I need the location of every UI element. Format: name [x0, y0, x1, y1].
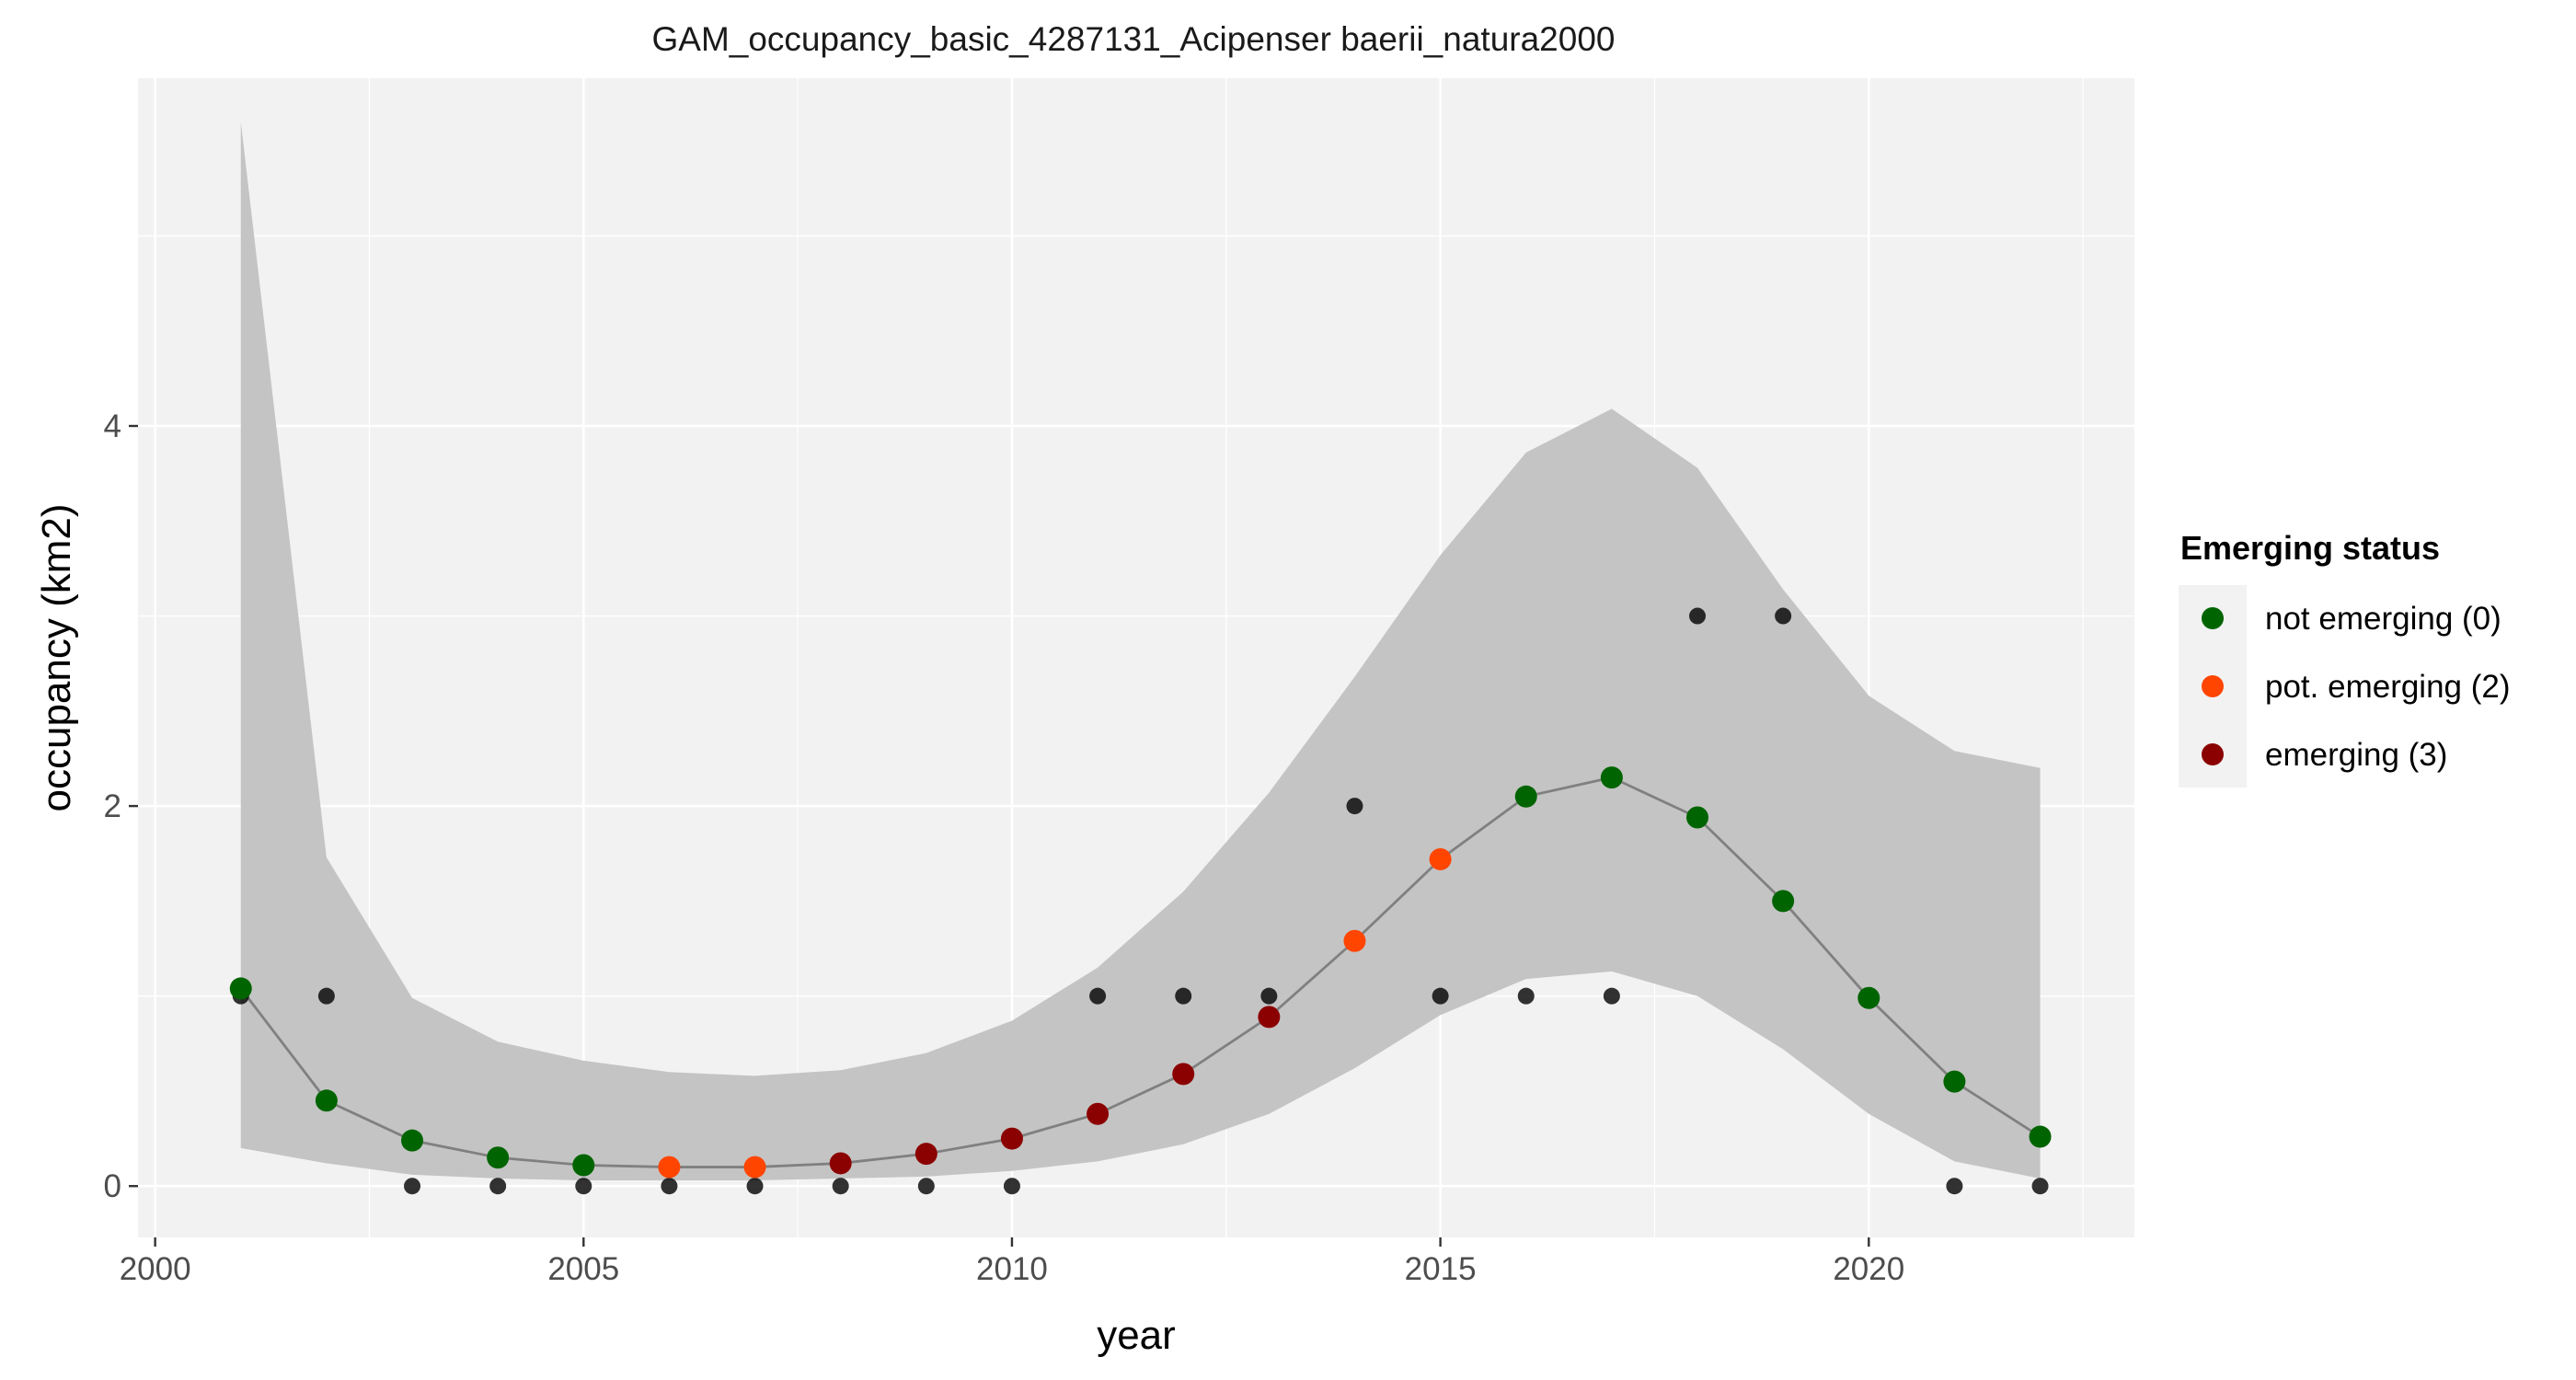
- observed-point: [575, 1178, 592, 1195]
- x-tick-label: 2015: [1405, 1251, 1477, 1287]
- status-point: [1857, 986, 1880, 1009]
- legend-label: emerging (3): [2265, 737, 2447, 773]
- observed-point: [1175, 987, 1192, 1005]
- status-point: [572, 1154, 595, 1177]
- status-point: [1600, 766, 1623, 789]
- legend-title: Emerging status: [2180, 529, 2440, 567]
- x-tick-label: 2000: [120, 1251, 191, 1287]
- observed-point: [1260, 987, 1278, 1005]
- x-axis: 2000 2005 2010 2015 2020: [120, 1237, 1904, 1287]
- status-point: [401, 1129, 424, 1152]
- legend-label: not emerging (0): [2265, 601, 2501, 637]
- observed-point: [489, 1178, 507, 1195]
- status-point: [1686, 806, 1709, 829]
- status-point: [1087, 1102, 1110, 1125]
- y-axis: 0 2 4: [104, 408, 138, 1204]
- confidence-band: [240, 121, 2041, 1181]
- status-point: [1343, 929, 1366, 952]
- observed-point: [1517, 987, 1535, 1005]
- observed-points: [232, 607, 2049, 1195]
- status-point: [229, 977, 252, 1000]
- observed-point: [1603, 987, 1620, 1005]
- status-point: [1258, 1006, 1281, 1029]
- status-point: [658, 1156, 681, 1179]
- observed-point: [1946, 1178, 1963, 1195]
- status-point: [743, 1156, 766, 1179]
- observed-point: [317, 987, 335, 1005]
- observed-point: [746, 1178, 764, 1195]
- legend-key: [2202, 743, 2224, 765]
- observed-point: [832, 1178, 849, 1195]
- x-tick-label: 2010: [976, 1251, 1048, 1287]
- x-tick-label: 2020: [1833, 1251, 1904, 1287]
- status-point: [1429, 847, 1452, 870]
- x-axis-title: year: [1097, 1313, 1176, 1358]
- y-tick-label: 0: [104, 1168, 121, 1204]
- confidence-band-area: [240, 121, 2041, 1181]
- fitted-line-path: [239, 776, 2041, 1168]
- observed-point: [1775, 607, 1792, 625]
- observed-point: [661, 1178, 678, 1195]
- observed-point: [2031, 1178, 2049, 1195]
- status-point: [487, 1146, 510, 1169]
- observed-point: [917, 1178, 935, 1195]
- status-point: [914, 1143, 937, 1166]
- observed-point: [1003, 1178, 1020, 1195]
- status-point: [1000, 1127, 1023, 1150]
- observed-point: [1089, 987, 1107, 1005]
- status-points: [229, 766, 2052, 1179]
- legend-label: pot. emerging (2): [2265, 669, 2511, 705]
- status-point: [1514, 785, 1537, 808]
- observed-point: [404, 1178, 421, 1195]
- observed-point: [1432, 987, 1449, 1005]
- chart-title: GAM_occupancy_basic_4287131_Acipenser ba…: [651, 20, 1615, 58]
- fitted-line: [239, 776, 2041, 1168]
- x-tick-label: 2005: [547, 1251, 619, 1287]
- status-point: [829, 1152, 852, 1175]
- y-axis-title: occupancy (km2): [34, 503, 79, 811]
- legend: Emerging status not emerging (0) pot. eme…: [2179, 529, 2511, 788]
- status-point: [1943, 1070, 1966, 1093]
- status-point: [1772, 890, 1795, 913]
- y-tick-label: 2: [104, 788, 121, 824]
- y-tick-label: 4: [104, 408, 121, 444]
- status-point: [2029, 1125, 2052, 1148]
- legend-key: [2202, 607, 2224, 629]
- status-point: [1172, 1063, 1195, 1086]
- observed-point: [1689, 607, 1707, 625]
- legend-key: [2202, 675, 2224, 697]
- status-point: [315, 1089, 338, 1112]
- observed-point: [1346, 798, 1363, 815]
